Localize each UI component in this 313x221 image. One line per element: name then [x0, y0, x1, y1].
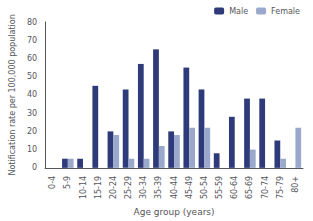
svg-text:60: 60	[27, 54, 37, 63]
svg-text:45-49: 45-49	[185, 176, 194, 199]
svg-text:0: 0	[32, 163, 37, 172]
svg-text:0-4: 0-4	[48, 176, 57, 189]
svg-text:Notification rate per 100,000: Notification rate per 100,000 population	[8, 14, 17, 175]
svg-text:20: 20	[27, 127, 37, 136]
svg-text:50-54: 50-54	[200, 176, 209, 199]
svg-text:70-74: 70-74	[261, 176, 270, 199]
svg-text:Age group (years): Age group (years)	[134, 207, 215, 217]
svg-text:25-29: 25-29	[124, 176, 133, 199]
svg-text:30: 30	[27, 109, 37, 118]
svg-text:10-14: 10-14	[79, 176, 88, 199]
svg-text:80: 80	[27, 18, 37, 27]
svg-text:Male: Male	[229, 7, 248, 16]
svg-text:10: 10	[27, 145, 37, 154]
svg-text:40: 40	[27, 90, 37, 99]
svg-text:75-79: 75-79	[276, 176, 285, 199]
svg-text:40-44: 40-44	[170, 176, 179, 199]
svg-text:70: 70	[27, 36, 37, 45]
svg-text:35-39: 35-39	[154, 176, 163, 199]
svg-text:50: 50	[27, 72, 37, 81]
svg-text:15-19: 15-19	[94, 176, 103, 199]
svg-text:5-9: 5-9	[63, 176, 72, 189]
svg-text:60-64: 60-64	[230, 176, 239, 199]
svg-text:80+: 80+	[291, 176, 300, 193]
svg-text:65-69: 65-69	[245, 176, 254, 199]
svg-text:55-59: 55-59	[215, 176, 224, 199]
svg-text:20-24: 20-24	[109, 176, 118, 199]
svg-text:Female: Female	[271, 7, 300, 16]
svg-text:30-34: 30-34	[139, 176, 148, 199]
